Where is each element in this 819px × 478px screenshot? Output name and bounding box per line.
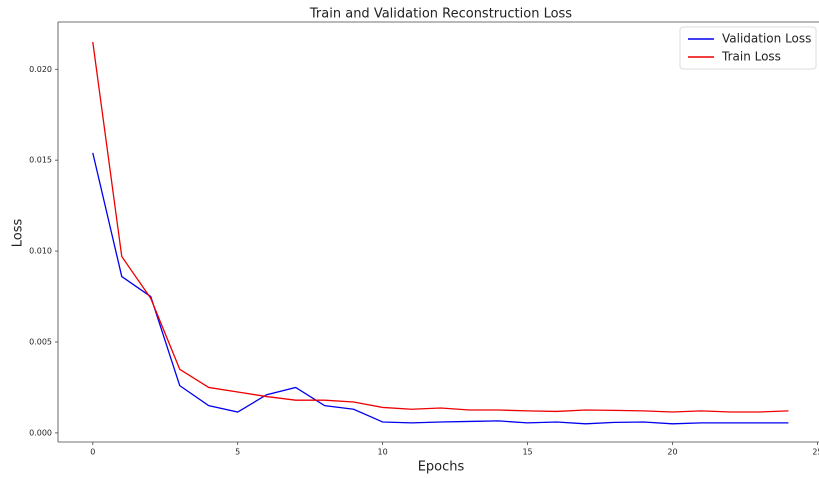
x-tick-label: 10 xyxy=(378,448,388,457)
legend: Validation Loss Train Loss xyxy=(679,26,817,70)
data-line xyxy=(92,152,789,425)
y-tick-label: 0.010 xyxy=(29,247,52,256)
x-tick-label: 15 xyxy=(522,448,532,457)
legend-label: Train Loss xyxy=(721,50,781,64)
legend-label: Validation Loss xyxy=(722,32,811,46)
y-tick-label: 0.015 xyxy=(29,156,52,165)
y-tick-label: 0.020 xyxy=(29,65,52,74)
legend-box xyxy=(679,26,817,70)
x-tick-label: 0 xyxy=(90,448,95,457)
x-tick-label: 20 xyxy=(667,448,677,457)
y-axis-label: Loss xyxy=(11,219,26,248)
x-axis-label: Epochs xyxy=(418,460,465,475)
chart-title: Train and Validation Reconstruction Loss xyxy=(309,7,572,22)
y-tick-label: 0.000 xyxy=(29,428,52,437)
x-tick-label: 5 xyxy=(235,448,240,457)
data-line xyxy=(92,41,789,413)
y-tick-label: 0.005 xyxy=(29,338,52,347)
x-tick-label: 25 xyxy=(812,448,819,457)
